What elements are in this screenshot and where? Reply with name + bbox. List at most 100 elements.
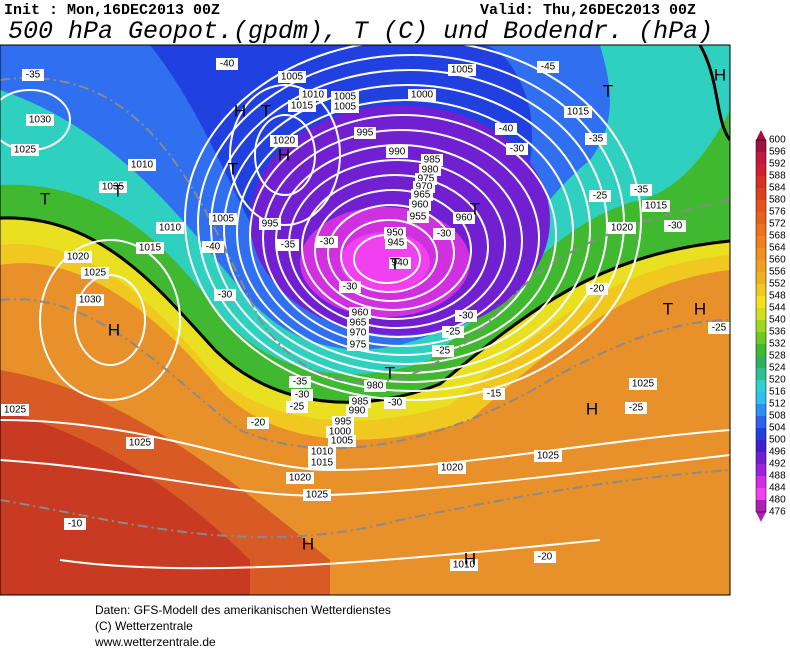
- colorbar-label: 536: [769, 327, 786, 338]
- colorbar-label: 484: [769, 483, 786, 494]
- isobar-label: 1005: [212, 214, 235, 225]
- isotherm-label-box: [216, 58, 238, 70]
- isobar-label: 1020: [67, 252, 90, 263]
- isotherm-label-box: [537, 61, 559, 73]
- isobar-label: 980: [367, 381, 384, 392]
- isobar-label: 965: [350, 318, 367, 329]
- isobar-label-box: [389, 257, 411, 269]
- isobar-label: 1005: [281, 72, 304, 83]
- colorbar-swatch: [756, 428, 766, 440]
- isobar-label-box: [81, 267, 109, 279]
- colorbar-swatch: [756, 416, 766, 428]
- isobar: [236, 99, 574, 365]
- isotherm-label: -30: [668, 221, 683, 232]
- colorbar-swatch: [756, 260, 766, 272]
- isotherm-label-box: [214, 289, 236, 301]
- isotherm-label-box: [483, 388, 505, 400]
- isobar: [254, 114, 316, 196]
- colorbar-label: 532: [769, 339, 786, 350]
- colorbar-label: 480: [769, 495, 786, 506]
- isobar-label-box: [299, 89, 327, 101]
- isotherm-label-box: [495, 123, 517, 135]
- isobar-label: 975: [350, 340, 367, 351]
- isotherm-label-box: [589, 190, 611, 202]
- isobar-label-box: [26, 114, 54, 126]
- colorbar-swatch: [756, 176, 766, 188]
- isotherm-label: -25: [593, 191, 608, 202]
- colorbar-label: 520: [769, 375, 786, 386]
- colorbar-label: 508: [769, 411, 786, 422]
- boundary-line: [0, 216, 730, 404]
- isotherm-label-box: [202, 241, 224, 253]
- colorbar-swatch: [756, 392, 766, 404]
- isobar-label-box: [128, 159, 156, 171]
- colorbar-swatch: [756, 212, 766, 224]
- isotherm-label: -35: [281, 240, 296, 251]
- isotherm-label-box: [64, 518, 86, 530]
- isobar-label-box: [450, 559, 478, 571]
- footer-line: Daten: GFS-Modell des amerikanischen Wet…: [95, 603, 391, 617]
- pressure-center: T: [390, 254, 400, 273]
- colorbar-label: 488: [769, 471, 786, 482]
- isobar-label: 960: [456, 213, 473, 224]
- isobar-label-box: [308, 446, 336, 458]
- isobar-label: 1010: [131, 160, 154, 171]
- isobar-label-box: [278, 71, 306, 83]
- isobar-label-box: [642, 200, 670, 212]
- isobar-label: 1005: [451, 65, 474, 76]
- isobar: [59, 539, 601, 570]
- isobar-label-box: [328, 435, 356, 447]
- isobar-label-box: [308, 457, 336, 469]
- isobar-label-box: [349, 307, 371, 319]
- isobar-label: 1025: [4, 405, 27, 416]
- isotherm-label: -30: [218, 290, 233, 301]
- isotherm-label-box: [506, 143, 528, 155]
- map-title: 500 hPa Geopot.(gpdm), T (C) und Bodendr…: [8, 17, 713, 46]
- isobar-label-box: [408, 89, 436, 101]
- isobar-label-box: [1, 404, 29, 416]
- colorbar-swatch: [756, 308, 766, 320]
- colorbar-swatch: [756, 164, 766, 176]
- isobar-label-box: [346, 405, 368, 417]
- isotherm-label: -30: [510, 144, 525, 155]
- isobar-label: 960: [412, 200, 429, 211]
- isotherm-label-box: [316, 236, 338, 248]
- colorbar-label: 588: [769, 171, 786, 182]
- isobar-label-box: [407, 211, 429, 223]
- isotherm-label: -20: [590, 284, 605, 295]
- isobar: [314, 189, 472, 311]
- isotherm-label: -15: [487, 389, 502, 400]
- isobar-label-box: [438, 462, 466, 474]
- isobar-label: 1025: [537, 451, 560, 462]
- colorbar-swatch: [756, 464, 766, 476]
- isobar-label: 980: [422, 165, 439, 176]
- isotherm-label-box: [586, 283, 608, 295]
- isotherm-label-box: [630, 184, 652, 196]
- isobar-label: 995: [335, 417, 352, 428]
- isobar-label: 1025: [632, 379, 655, 390]
- colorbar-end: [756, 130, 766, 140]
- isotherm-label-box: [289, 376, 311, 388]
- pressure-center: T: [663, 299, 673, 318]
- colorbar-swatch: [756, 188, 766, 200]
- isobar-label: 1015: [311, 458, 334, 469]
- isobar-label: 1020: [273, 136, 296, 147]
- isobar-label-box: [99, 181, 127, 193]
- isobar-label-box: [385, 237, 407, 249]
- isobar-label: 1015: [139, 243, 162, 254]
- colorbar: 6005965925885845805765725685645605565525…: [755, 130, 786, 522]
- colorbar-label: 540: [769, 315, 786, 326]
- colorbar-label: 528: [769, 351, 786, 362]
- isobar-label: 1025: [306, 490, 329, 501]
- colorbar-swatch: [756, 344, 766, 356]
- colorbar-swatch: [756, 500, 766, 512]
- colorbar-swatch: [756, 440, 766, 452]
- isobar-label: 945: [388, 238, 405, 249]
- colorbar-swatch: [756, 404, 766, 416]
- colorbar-swatch: [756, 368, 766, 380]
- isotherm-label-box: [384, 397, 406, 409]
- isobar-label: 990: [349, 406, 366, 417]
- pressure-center: H: [714, 65, 726, 84]
- isotherm-label-box: [708, 322, 730, 334]
